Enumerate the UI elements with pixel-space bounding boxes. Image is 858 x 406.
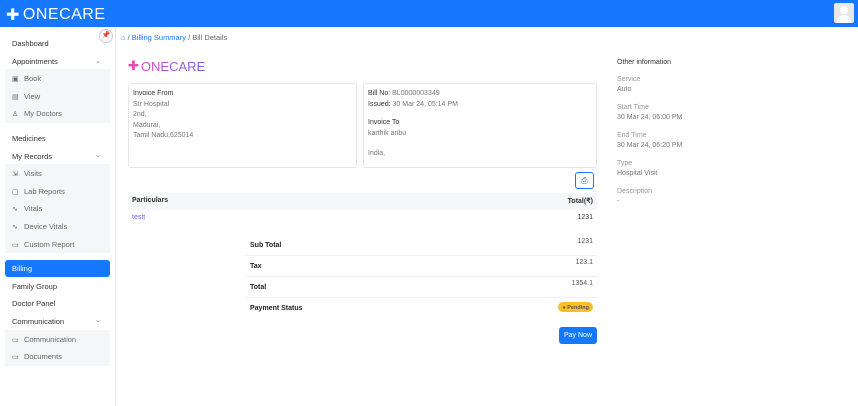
document-icon: ▭ bbox=[12, 353, 19, 361]
issued-date: 30 Mar 24, 05:14 PM bbox=[392, 100, 458, 108]
pin-icon: 📌 bbox=[101, 32, 111, 39]
records-submenu bbox=[5, 164, 110, 253]
chevron-down-icon[interactable]: ⌄ bbox=[95, 317, 101, 324]
tax-row: Tax 123.1 bbox=[246, 256, 597, 277]
sidebar-item-dashboard[interactable]: Dashboard bbox=[12, 39, 49, 48]
sidebar-item-family-group[interactable]: Family Group bbox=[12, 282, 58, 291]
invoice-logo: ✚ ONECARE bbox=[128, 58, 206, 74]
field-label: Type bbox=[617, 160, 633, 167]
sidebar-item-documents[interactable]: ▭ Documents bbox=[12, 352, 62, 361]
table-header: Particulars Total(₹) bbox=[128, 193, 597, 210]
particular-name[interactable]: testt bbox=[132, 214, 146, 221]
printer-icon: ⎙ bbox=[581, 176, 588, 185]
summary-label: Tax bbox=[250, 263, 262, 270]
invoice-from-title: Invoice From bbox=[133, 90, 174, 97]
breadcrumb: ⌂ / Billing Summary / Bill Details bbox=[121, 33, 228, 42]
sidebar-item-lab-reports[interactable]: ▢ Lab Reports bbox=[12, 187, 65, 196]
sidebar bbox=[0, 27, 116, 406]
field-value: - bbox=[617, 198, 620, 205]
issued-label: Issued: bbox=[368, 100, 391, 108]
pin-sidebar-button[interactable]: 📌 bbox=[99, 29, 113, 43]
info-start-time: Start Time 30 Mar 24, 06:00 PM bbox=[617, 104, 682, 121]
sidebar-item-my-doctors[interactable]: ♙ My Doctors bbox=[12, 109, 62, 118]
status-badge: ● Pending bbox=[558, 302, 593, 312]
calendar-plus-icon: ▣ bbox=[12, 75, 19, 83]
address-line: Str Hospital bbox=[133, 100, 170, 108]
summary-label: Sub Total bbox=[250, 242, 282, 249]
summary-value: 1354.1 bbox=[571, 280, 593, 287]
invoice-to-card: Bill No: BL0000003349 Issued: 30 Mar 24,… bbox=[363, 83, 597, 168]
field-label: End Time bbox=[617, 132, 647, 139]
info-service: Service Auto bbox=[617, 76, 640, 93]
lab-report-icon: ▢ bbox=[12, 188, 19, 196]
invoice-to-title: Invoice To bbox=[368, 119, 400, 126]
sidebar-item-book[interactable]: ▣ Book bbox=[12, 74, 42, 83]
brand-logo[interactable]: ✚ ONECARE bbox=[6, 6, 106, 24]
chevron-down-icon[interactable]: ⌄ bbox=[95, 58, 101, 65]
sidebar-item-my-records[interactable]: My Records bbox=[12, 152, 53, 161]
breadcrumb-billing-summary[interactable]: Billing Summary bbox=[131, 33, 186, 42]
address-line: Madurai, bbox=[133, 121, 161, 129]
sidebar-item-custom-report[interactable]: ▭ Custom Report bbox=[12, 240, 75, 249]
invoice-from-card: Invoice From Str Hospital 2nd, Madurai, … bbox=[128, 83, 357, 168]
medical-cross-icon: ✚ bbox=[6, 7, 20, 24]
communication-submenu bbox=[5, 330, 110, 366]
bill-no: BL0000003349 bbox=[392, 90, 440, 97]
pay-now-button[interactable]: Pay Now bbox=[559, 327, 597, 344]
sidebar-item-visits[interactable]: ⇲ Visits bbox=[12, 169, 42, 178]
sidebar-item-doctor-panel[interactable]: Doctor Panel bbox=[12, 299, 56, 308]
field-label: Service bbox=[617, 76, 641, 83]
col-particulars: Particulars bbox=[132, 197, 169, 204]
sidebar-item-communication-sub[interactable]: ▭ Communication bbox=[12, 335, 77, 344]
info-type: Type Hospital Visit bbox=[617, 160, 657, 177]
particular-total: 1231 bbox=[577, 214, 593, 221]
table-row: testt 1231 bbox=[128, 214, 597, 221]
patient-country: India, bbox=[368, 150, 386, 157]
sidebar-item-communication[interactable]: Communication bbox=[12, 317, 65, 326]
sidebar-item-view[interactable]: ▤ View bbox=[12, 92, 41, 101]
summary-value: 1231 bbox=[577, 238, 593, 245]
medical-cross-icon: ✚ bbox=[128, 58, 139, 73]
chat-icon: ▭ bbox=[12, 336, 19, 344]
other-info-title: Other information bbox=[617, 59, 672, 66]
visit-icon: ⇲ bbox=[12, 170, 18, 178]
field-value: 30 Mar 24, 06:00 PM bbox=[617, 114, 683, 121]
sidebar-item-medicines[interactable]: Medicines bbox=[12, 134, 46, 143]
field-value: Auto bbox=[617, 86, 632, 93]
sidebar-item-billing[interactable]: Billing bbox=[5, 260, 110, 277]
info-description: Description - bbox=[617, 188, 652, 205]
patient-name: karthik anbu bbox=[368, 129, 407, 137]
doctor-icon: ♙ bbox=[12, 110, 19, 118]
summary-label: Total bbox=[250, 284, 267, 291]
sidebar-item-device-vitals[interactable]: ∿ Device Vitals bbox=[12, 222, 68, 231]
top-header: ✚ ONECARE bbox=[0, 0, 858, 27]
status-text: Pending bbox=[567, 305, 589, 311]
appointments-submenu bbox=[5, 69, 110, 123]
payment-status-row: Payment Status ● Pending bbox=[246, 298, 597, 319]
field-value: Hospital Visit bbox=[617, 170, 658, 177]
field-label: Start Time bbox=[617, 104, 649, 111]
breadcrumb-bill-details: Bill Details bbox=[192, 33, 228, 42]
pulse-icon: ∿ bbox=[12, 205, 18, 213]
chevron-down-icon[interactable]: ⌄ bbox=[95, 152, 101, 159]
address-line: Tamil Nadu,625014 bbox=[133, 132, 194, 139]
field-label: Description bbox=[617, 188, 653, 195]
info-end-time: End Time 30 Mar 24, 06:20 PM bbox=[617, 132, 682, 149]
sidebar-item-appointments[interactable]: Appointments bbox=[12, 57, 58, 66]
address-line: 2nd, bbox=[133, 111, 147, 118]
total-row: Total 1354.1 bbox=[246, 277, 597, 298]
user-avatar[interactable] bbox=[834, 3, 854, 23]
print-button[interactable]: ⎙ bbox=[575, 172, 594, 189]
summary-label: Payment Status bbox=[250, 305, 303, 312]
field-value: 30 Mar 24, 06:20 PM bbox=[617, 142, 683, 149]
subtotal-row: Sub Total 1231 bbox=[246, 235, 597, 256]
calendar-icon: ▤ bbox=[12, 93, 19, 101]
bill-no-label: Bill No: bbox=[368, 90, 391, 97]
home-icon[interactable]: ⌂ bbox=[121, 33, 126, 42]
pulse-icon: ∿ bbox=[12, 223, 18, 231]
col-total: Total(₹) bbox=[567, 198, 593, 205]
report-icon: ▭ bbox=[12, 241, 19, 249]
sidebar-item-vitals[interactable]: ∿ Vitals bbox=[12, 204, 43, 213]
summary-value: 123.1 bbox=[575, 259, 593, 266]
